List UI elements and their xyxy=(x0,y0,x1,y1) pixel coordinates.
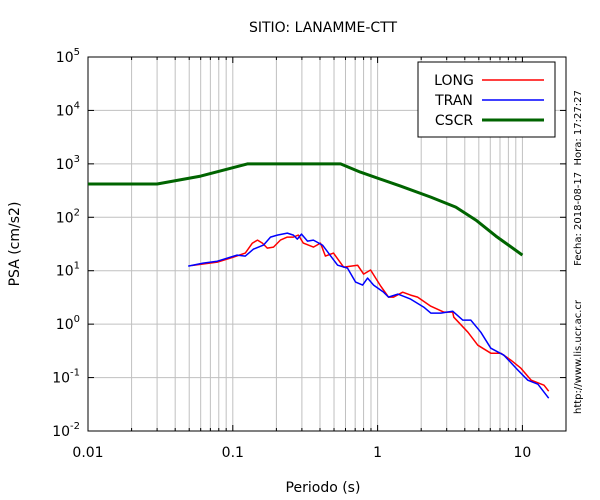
x-tick-label: 1 xyxy=(373,445,382,461)
x-tick-label: 0.01 xyxy=(72,445,103,461)
legend-label-long: LONG xyxy=(434,73,474,89)
legend-label-cscr: CSCR xyxy=(435,113,473,129)
x-tick-label: 0.1 xyxy=(222,445,244,461)
legend-label-tran: TRAN xyxy=(434,93,473,109)
legend: LONG TRAN CSCR xyxy=(417,61,556,138)
x-tick-label: 10 xyxy=(513,445,531,461)
y-tick-label: 105 xyxy=(56,47,80,66)
url-stamp: http://www.lis.ucr.ac.cr xyxy=(573,299,584,414)
x-axis-label: Periodo (s) xyxy=(286,480,361,496)
y-tick-label: 104 xyxy=(56,100,80,119)
series-line-cscr xyxy=(88,162,524,257)
y-tick-label: 10-2 xyxy=(52,421,80,440)
plot-frame xyxy=(87,56,567,432)
y-tick-label: 100 xyxy=(56,314,80,333)
y-tick-label: 101 xyxy=(56,261,80,280)
series-line-tran xyxy=(188,232,550,399)
y-tick-label: 102 xyxy=(56,207,80,226)
y-axis-label: PSA (cm/s2) xyxy=(7,202,23,287)
y-tick-label: 103 xyxy=(56,154,80,173)
series-lines xyxy=(88,162,550,399)
series-line-long xyxy=(191,234,550,392)
date-stamp: Fecha: 2018-08-17 Hora: 17:27:27 xyxy=(573,90,584,266)
axis-ticks: 10-2 10-1 100 101 102 103 104 105 0.01 0.1 1 10 xyxy=(52,47,566,461)
chart-title: SITIO: LANAMME-CTT xyxy=(249,20,398,36)
y-tick-label: 10-1 xyxy=(52,368,80,387)
